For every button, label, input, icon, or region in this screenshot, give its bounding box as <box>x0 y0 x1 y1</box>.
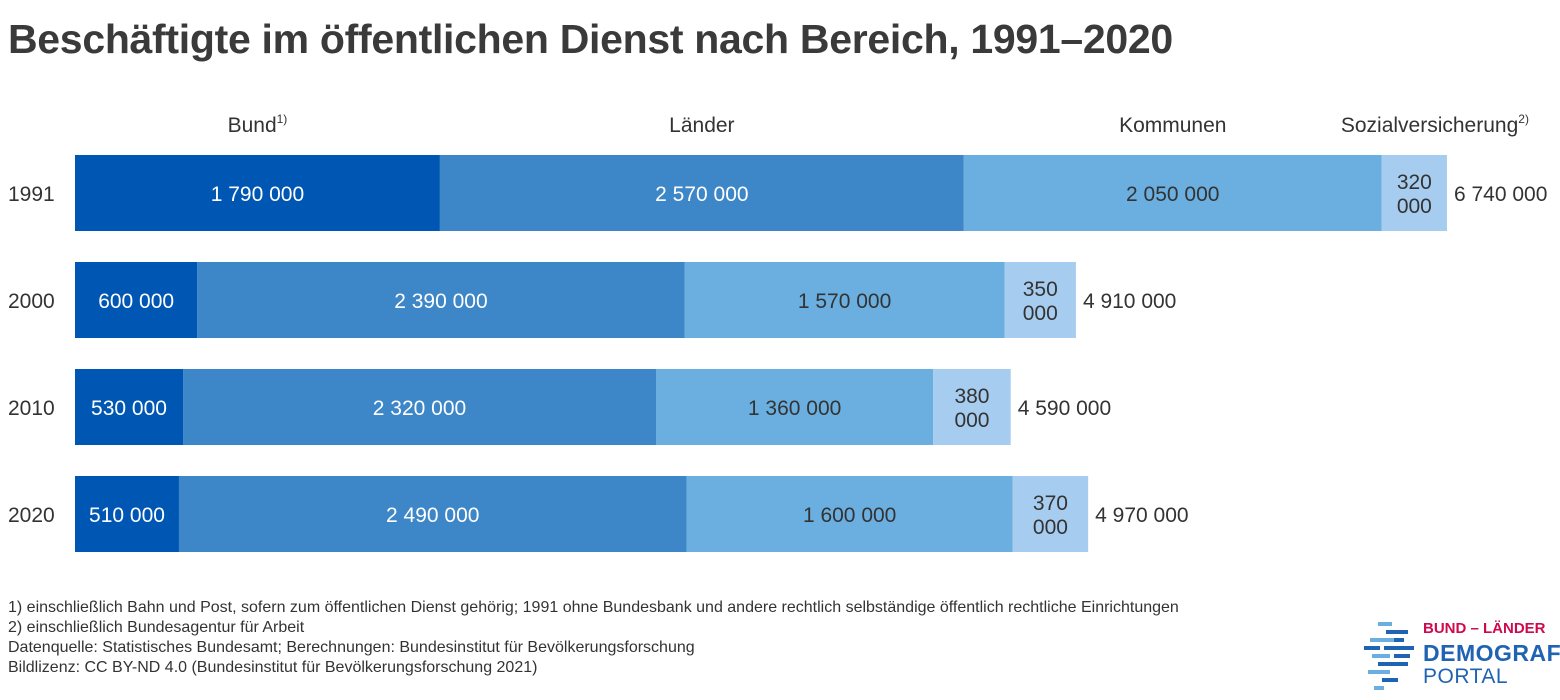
data-label: 2 570 000 <box>655 183 748 206</box>
data-label: 1 360 000 <box>748 397 841 420</box>
stacked-bar-chart: Bund1) Länder Kommunen Sozialversicherung2)… <box>8 112 1547 552</box>
bar-segment-kommunen <box>684 262 1005 338</box>
logo-line-1: BUND – LÄNDER <box>1423 620 1546 637</box>
data-label: 2 320 000 <box>373 397 466 420</box>
total-label: 6 740 000 <box>1454 183 1547 206</box>
footnote-2: 2) einschließlich Bundesagentur für Arbe… <box>8 619 305 636</box>
bar-segment-kommunen <box>963 155 1382 231</box>
data-label: 370 000 <box>1033 492 1068 539</box>
data-label: 1 790 000 <box>211 183 304 206</box>
bar-segment-länder <box>178 476 687 552</box>
bar-segment-sozialversicherung <box>1381 155 1447 231</box>
image-license: Bildlizenz: CC BY-ND 4.0 (Bundesinstitut… <box>8 659 538 676</box>
bar-segment-bund <box>75 476 179 552</box>
legend-label-sozialversicherung: Sozialversicherung2) <box>1341 112 1529 137</box>
footnotes: 1) einschließlich Bahn und Post, sofern … <box>8 598 1179 678</box>
data-label: 1 570 000 <box>798 290 891 313</box>
footnote-marker: 1) <box>277 112 288 126</box>
data-label: 320 000 <box>1397 171 1432 218</box>
data-label: 600 000 <box>98 290 174 313</box>
data-label: 530 000 <box>91 397 167 420</box>
bar-segment-sozialversicherung <box>1012 476 1089 552</box>
data-label: 380 000 <box>954 385 989 432</box>
bar-segment-länder <box>439 155 964 231</box>
bar-segment-kommunen <box>686 476 1013 552</box>
data-label: 510 000 <box>89 504 165 527</box>
legend-label-kommunen: Kommunen <box>1119 114 1226 137</box>
year-label: 2020 <box>8 504 55 527</box>
footnote-1: 1) einschließlich Bahn und Post, sofern … <box>8 599 1179 616</box>
chart-title: Beschäftigte im öffentlichen Dienst nach… <box>8 16 1173 62</box>
logo-line-3: PORTAL <box>1423 665 1509 688</box>
total-label: 4 910 000 <box>1083 290 1176 313</box>
bar-segment-länder <box>197 262 685 338</box>
bar-segment-kommunen <box>655 369 934 445</box>
bar-segment-bund <box>75 262 198 338</box>
data-label: 350 000 <box>1023 278 1058 325</box>
logo-mark-icon <box>1364 622 1414 690</box>
data-label: 2 490 000 <box>386 504 479 527</box>
bar-segment-bund <box>75 369 184 445</box>
total-label: 4 970 000 <box>1095 504 1188 527</box>
bar-segment-bund <box>75 155 440 231</box>
legend-label-länder: Länder <box>669 114 734 137</box>
data-label: 2 390 000 <box>394 290 487 313</box>
year-label: 2010 <box>8 397 55 420</box>
bar-segment-länder <box>183 369 656 445</box>
total-label: 4 590 000 <box>1018 397 1111 420</box>
logo-line-2: DEMOGRAFIE <box>1423 640 1560 666</box>
data-label: 2 050 000 <box>1126 183 1219 206</box>
footnote-marker: 2) <box>1518 112 1529 126</box>
year-label: 2000 <box>8 290 55 313</box>
legend-label-bund: Bund1) <box>228 112 288 137</box>
year-label: 1991 <box>8 183 55 206</box>
bar-segment-sozialversicherung <box>933 369 1011 445</box>
data-source: Datenquelle: Statistisches Bundesamt; Be… <box>8 639 695 656</box>
demografie-portal-logo: BUND – LÄNDER DEMOGRAFIE PORTAL <box>1364 620 1560 692</box>
data-label: 1 600 000 <box>803 504 896 527</box>
bar-segment-sozialversicherung <box>1004 262 1076 338</box>
